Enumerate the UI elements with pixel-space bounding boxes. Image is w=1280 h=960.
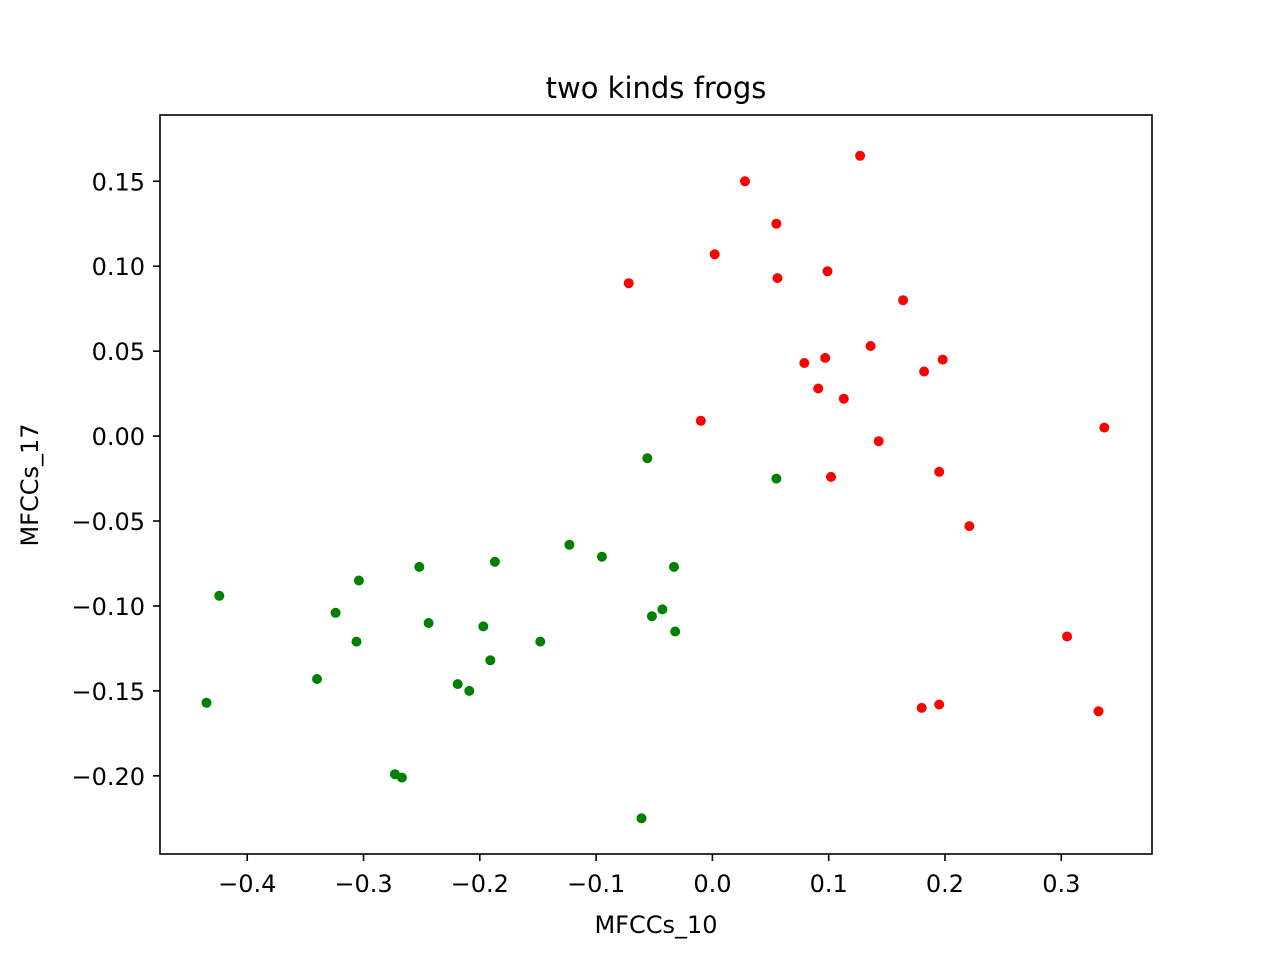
data-point-0-3	[709, 249, 720, 260]
data-point-0-18	[934, 466, 945, 477]
y-axis-label: MFCCs_17	[16, 423, 44, 546]
data-point-0-6	[822, 266, 833, 277]
x-tick-label: −0.3	[334, 870, 392, 898]
data-point-0-17	[1099, 422, 1110, 433]
data-point-1-13	[478, 621, 489, 632]
y-tick-label: 0.15	[92, 168, 145, 196]
data-point-0-9	[820, 352, 831, 363]
x-tick-label: −0.1	[567, 870, 625, 898]
data-point-1-17	[485, 655, 496, 666]
data-point-0-16	[873, 436, 884, 447]
data-point-0-13	[813, 383, 824, 394]
data-point-1-2	[564, 539, 575, 550]
y-tick-label: −0.15	[71, 678, 145, 706]
data-point-0-10	[799, 358, 810, 368]
data-point-1-18	[312, 674, 322, 684]
data-point-0-19	[826, 471, 836, 482]
data-point-1-19	[452, 679, 463, 690]
data-point-0-4	[623, 278, 634, 289]
plot-points	[201, 150, 1110, 824]
data-point-1-12	[423, 618, 434, 628]
x-tick-label: 0.3	[1042, 870, 1080, 898]
data-point-1-8	[214, 590, 225, 601]
x-axis-ticks: −0.4 −0.3 −0.2 −0.1 0.0 0.1 0.2 0.3	[218, 854, 1080, 898]
data-point-1-3	[596, 551, 607, 562]
y-tick-label: −0.05	[71, 508, 145, 536]
x-axis-label: MFCCs_10	[594, 911, 717, 939]
data-point-0-11	[937, 354, 948, 365]
chart-title: two kinds frogs	[546, 71, 767, 105]
x-tick-label: 0.2	[926, 870, 964, 898]
data-point-0-22	[916, 702, 927, 713]
data-point-1-10	[657, 604, 668, 615]
data-point-0-21	[1062, 631, 1073, 642]
data-point-1-16	[535, 636, 546, 647]
data-point-0-0	[855, 150, 866, 161]
y-tick-label: −0.20	[71, 763, 145, 791]
data-point-0-12	[919, 366, 930, 377]
y-tick-label: 0.05	[92, 338, 145, 366]
y-tick-label: 0.00	[92, 423, 145, 451]
data-point-0-15	[695, 415, 706, 426]
data-point-1-4	[489, 556, 500, 567]
data-point-0-7	[898, 295, 909, 306]
y-axis-ticks: −0.20 −0.15 −0.10 −0.05 0.00 0.05 0.10 0.15	[71, 168, 160, 791]
data-point-1-1	[771, 473, 782, 484]
data-point-0-1	[740, 176, 750, 187]
x-tick-label: 0.0	[693, 870, 731, 898]
data-point-1-23	[396, 772, 407, 783]
data-point-1-14	[670, 626, 681, 637]
data-point-0-23	[934, 699, 945, 710]
data-point-1-21	[201, 697, 212, 708]
data-point-0-24	[1093, 706, 1104, 717]
data-point-1-6	[669, 561, 679, 572]
data-point-0-8	[865, 341, 876, 351]
data-point-0-2	[771, 218, 782, 229]
y-tick-label: 0.10	[92, 253, 145, 281]
data-point-0-5	[772, 273, 783, 284]
y-tick-label: −0.10	[71, 593, 145, 621]
data-point-1-0	[642, 453, 653, 464]
data-point-1-15	[351, 636, 362, 647]
data-point-0-14	[838, 393, 849, 404]
data-point-1-11	[646, 611, 657, 622]
data-point-0-20	[964, 521, 975, 532]
data-point-1-9	[330, 607, 341, 618]
data-point-1-7	[353, 575, 364, 586]
data-point-1-20	[464, 685, 475, 696]
x-tick-label: 0.1	[810, 870, 848, 898]
data-point-1-24	[636, 813, 647, 824]
x-tick-label: −0.4	[218, 870, 276, 898]
data-point-1-5	[414, 561, 425, 572]
plot-frame	[159, 114, 1153, 855]
x-tick-label: −0.2	[451, 870, 509, 898]
